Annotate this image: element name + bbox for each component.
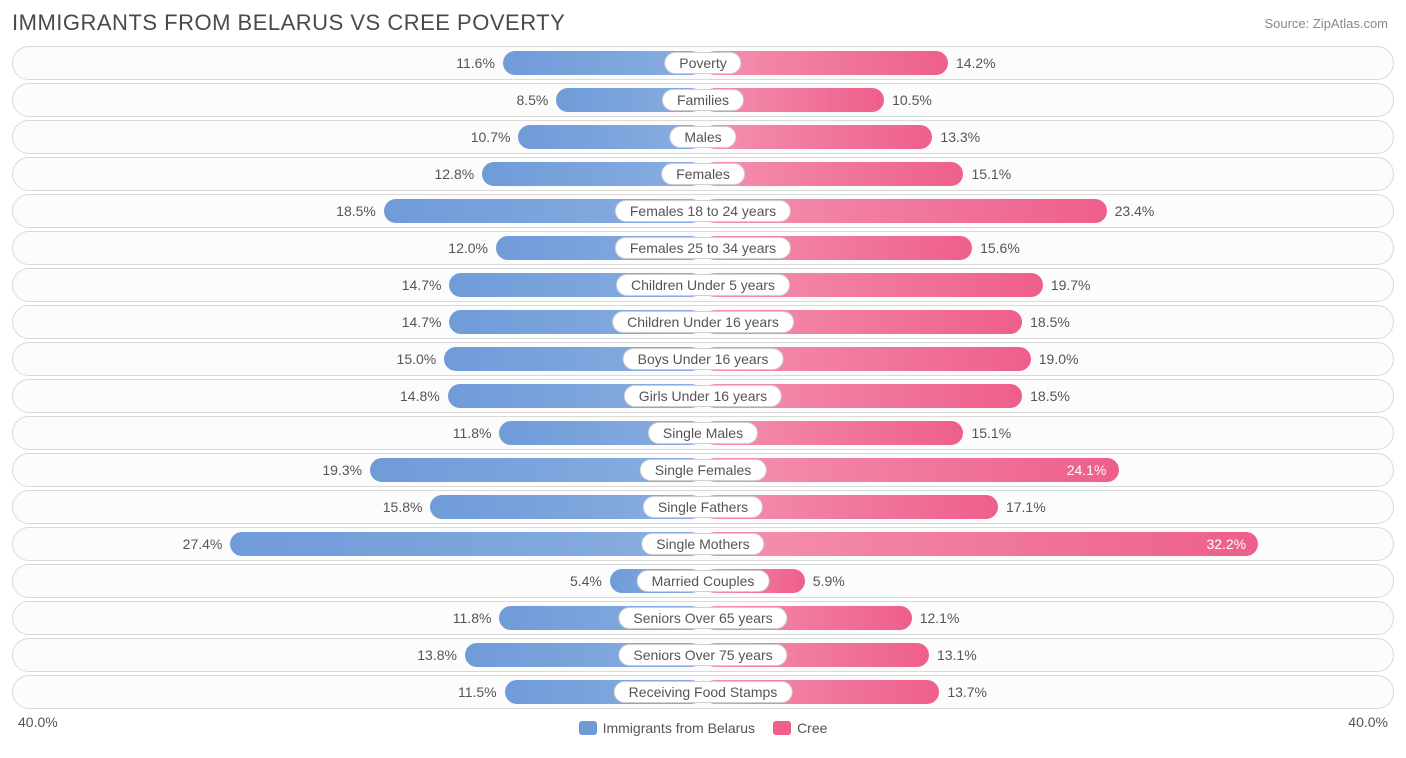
- category-label: Seniors Over 65 years: [618, 607, 787, 629]
- chart-header: IMMIGRANTS FROM BELARUS VS CREE POVERTY …: [0, 0, 1406, 42]
- chart-row: 10.7% 13.3% Males: [12, 120, 1394, 154]
- chart-row: 14.8% 18.5% Girls Under 16 years: [12, 379, 1394, 413]
- value-left: 15.8%: [383, 499, 423, 515]
- value-right: 18.5%: [1030, 388, 1070, 404]
- value-left: 19.3%: [322, 462, 362, 478]
- value-right: 13.3%: [940, 129, 980, 145]
- value-right: 12.1%: [920, 610, 960, 626]
- value-right: 15.1%: [971, 425, 1011, 441]
- category-label: Poverty: [664, 52, 741, 74]
- legend-item-left: Immigrants from Belarus: [579, 720, 755, 736]
- chart-row: 12.8% 15.1% Females: [12, 157, 1394, 191]
- category-label: Children Under 5 years: [616, 274, 790, 296]
- chart-row: 27.4% 32.2% Single Mothers: [12, 527, 1394, 561]
- value-left: 8.5%: [516, 92, 548, 108]
- chart-title: IMMIGRANTS FROM BELARUS VS CREE POVERTY: [12, 10, 565, 36]
- value-left: 13.8%: [417, 647, 457, 663]
- category-label: Females: [661, 163, 745, 185]
- category-label: Single Fathers: [643, 496, 763, 518]
- chart-source: Source: ZipAtlas.com: [1264, 16, 1388, 31]
- category-label: Females 18 to 24 years: [615, 200, 791, 222]
- chart-footer: 40.0% Immigrants from Belarus Cree 40.0%: [0, 712, 1406, 742]
- chart-row: 14.7% 18.5% Children Under 16 years: [12, 305, 1394, 339]
- category-label: Single Males: [648, 422, 758, 444]
- chart-row: 12.0% 15.6% Females 25 to 34 years: [12, 231, 1394, 265]
- value-right: 13.1%: [937, 647, 977, 663]
- chart-row: 19.3% 24.1% Single Females: [12, 453, 1394, 487]
- chart-row: 13.8% 13.1% Seniors Over 75 years: [12, 638, 1394, 672]
- value-right: 5.9%: [813, 573, 845, 589]
- value-left: 15.0%: [397, 351, 437, 367]
- value-left: 11.5%: [458, 684, 497, 700]
- value-right: 23.4%: [1115, 203, 1155, 219]
- value-right: 24.1%: [1067, 462, 1107, 478]
- legend-item-right: Cree: [773, 720, 827, 736]
- value-left: 10.7%: [471, 129, 511, 145]
- diverging-bar-chart: 11.6%14.2%Poverty8.5%10.5%Families10.7%1…: [0, 42, 1406, 709]
- category-label: Married Couples: [637, 570, 770, 592]
- legend-label-right: Cree: [797, 720, 827, 736]
- value-right: 17.1%: [1006, 499, 1046, 515]
- value-right: 15.6%: [980, 240, 1020, 256]
- value-left: 12.0%: [448, 240, 488, 256]
- chart-row: 15.8% 17.1% Single Fathers: [12, 490, 1394, 524]
- value-right: 14.2%: [956, 55, 996, 71]
- legend-swatch-left: [579, 721, 597, 735]
- bar-left: [230, 532, 703, 556]
- legend-label-left: Immigrants from Belarus: [603, 720, 755, 736]
- value-left: 12.8%: [435, 166, 475, 182]
- value-right: 19.7%: [1051, 277, 1091, 293]
- axis-max-left: 40.0%: [18, 714, 58, 730]
- value-left: 14.7%: [402, 277, 442, 293]
- category-label: Boys Under 16 years: [623, 348, 784, 370]
- category-label: Receiving Food Stamps: [614, 681, 793, 703]
- category-label: Males: [669, 126, 736, 148]
- value-right: 10.5%: [892, 92, 932, 108]
- value-left: 14.8%: [400, 388, 440, 404]
- chart-row: 11.8% 12.1% Seniors Over 65 years: [12, 601, 1394, 635]
- category-label: Seniors Over 75 years: [618, 644, 787, 666]
- chart-row: 14.7% 19.7% Children Under 5 years: [12, 268, 1394, 302]
- value-right: 13.7%: [947, 684, 987, 700]
- category-label: Females 25 to 34 years: [615, 237, 791, 259]
- value-left: 11.8%: [453, 425, 492, 441]
- category-label: Girls Under 16 years: [624, 385, 782, 407]
- value-left: 11.8%: [453, 610, 492, 626]
- axis-max-right: 40.0%: [1348, 714, 1388, 730]
- category-label: Single Females: [640, 459, 767, 481]
- value-left: 18.5%: [336, 203, 376, 219]
- value-left: 11.6%: [456, 55, 495, 71]
- chart-row: 5.4% 5.9% Married Couples: [12, 564, 1394, 598]
- value-right: 18.5%: [1030, 314, 1070, 330]
- value-right: 15.1%: [971, 166, 1011, 182]
- chart-row: 15.0% 19.0% Boys Under 16 years: [12, 342, 1394, 376]
- chart-row: 11.6% 14.2% Poverty: [12, 46, 1394, 80]
- chart-row: 8.5% 10.5% Families: [12, 83, 1394, 117]
- bar-right: [703, 532, 1258, 556]
- legend: Immigrants from Belarus Cree: [579, 720, 828, 736]
- value-right: 19.0%: [1039, 351, 1079, 367]
- legend-swatch-right: [773, 721, 791, 735]
- chart-row: 18.5% 23.4% Females 18 to 24 years: [12, 194, 1394, 228]
- category-label: Children Under 16 years: [612, 311, 794, 333]
- category-label: Families: [662, 89, 744, 111]
- category-label: Single Mothers: [641, 533, 764, 555]
- value-left: 5.4%: [570, 573, 602, 589]
- chart-row: 11.8% 15.1% Single Males: [12, 416, 1394, 450]
- bar-right: [703, 125, 932, 149]
- value-right: 32.2%: [1206, 536, 1246, 552]
- chart-row: 11.5% 13.7% Receiving Food Stamps: [12, 675, 1394, 709]
- value-left: 14.7%: [402, 314, 442, 330]
- value-left: 27.4%: [183, 536, 223, 552]
